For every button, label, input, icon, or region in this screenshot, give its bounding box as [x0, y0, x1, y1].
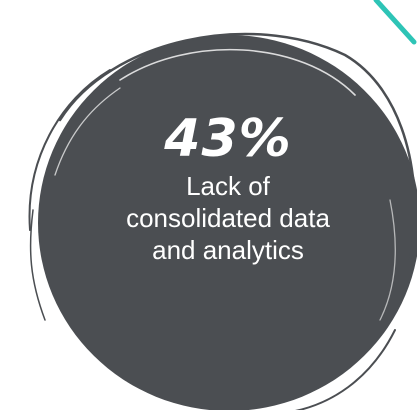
sketch-stroke-bottom-right [294, 329, 396, 410]
stat-percentage: 43% [164, 109, 292, 169]
sketch-stroke-left [28, 69, 111, 231]
sketch-highlight-top [119, 48, 356, 96]
sketch-stroke-top [58, 32, 416, 262]
sketch-highlight-left [54, 87, 121, 176]
sketch-stroke-left-low [29, 209, 46, 321]
sketch-highlight-right [379, 199, 396, 321]
stat-circle [38, 35, 417, 410]
stat-description: Lack of consolidated data and analytics [126, 171, 330, 265]
accent-line [373, 0, 417, 45]
stat-text-block: 43% Lack of consolidated data and analyt… [104, 108, 352, 266]
